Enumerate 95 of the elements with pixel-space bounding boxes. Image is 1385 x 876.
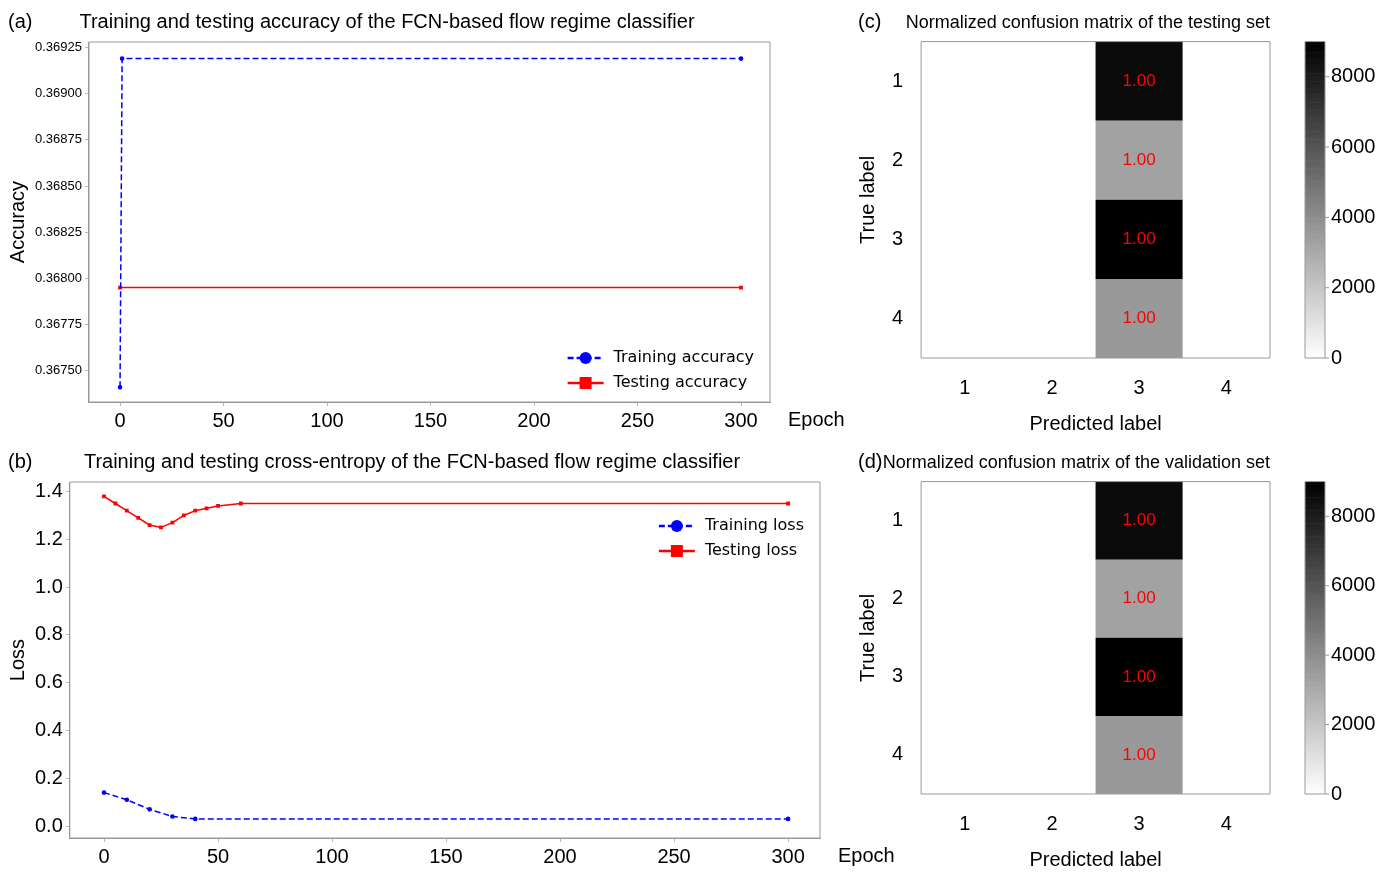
x-tick-label: 250 xyxy=(620,408,655,431)
x-tick-label: 4 xyxy=(1220,375,1232,398)
legend-label: Training loss xyxy=(703,515,804,535)
x-axis-title: Epoch xyxy=(838,843,895,866)
x-tick-label: 100 xyxy=(315,844,349,867)
color-bar-label: 0 xyxy=(1331,781,1343,804)
legend-label: Testing accuracy xyxy=(612,372,748,392)
x-tick-label: 200 xyxy=(543,844,577,867)
chart-title: Training and testing accuracy of the FCN-based flow regime classifier xyxy=(79,9,695,32)
y-tick-label: 3 xyxy=(892,664,904,687)
y-tick-label: 0.36900 xyxy=(34,85,82,101)
y-tick-label: 2 xyxy=(892,586,904,609)
annotation: 1.00 xyxy=(1122,70,1156,90)
point xyxy=(124,508,129,513)
color-bar-label: 8000 xyxy=(1331,64,1376,87)
x-tick-label: 200 xyxy=(517,408,551,431)
y-axis-title: True label xyxy=(855,155,878,244)
chart-title: Normalized confusion matrix of the testing set xyxy=(905,11,1270,32)
x-axis-title: Epoch xyxy=(788,407,845,430)
y-axis-title: Loss xyxy=(5,638,28,682)
annotation: 1.00 xyxy=(1122,510,1156,530)
x-tick-label: 1 xyxy=(959,811,971,834)
x-axis-title: Predicted label xyxy=(1029,411,1162,434)
x-tick-label: 50 xyxy=(212,408,235,431)
y-tick-label: 1.2 xyxy=(34,526,63,549)
x-tick-label: 150 xyxy=(429,844,463,867)
y-tick-label: 3 xyxy=(892,226,904,249)
y-tick-label: 0.36750 xyxy=(34,362,82,378)
color-bar-label: 4000 xyxy=(1331,204,1376,227)
x-tick-label: 3 xyxy=(1133,375,1145,398)
color-bar-label: 4000 xyxy=(1331,642,1376,665)
x-tick-label: 3 xyxy=(1133,811,1145,834)
x-axis-title: Predicted label xyxy=(1029,847,1162,870)
y-tick-label: 0.36925 xyxy=(34,39,82,55)
y-tick-label: 2 xyxy=(892,147,904,170)
y-axis-title: True label xyxy=(855,593,878,682)
y-tick-label: 0.6 xyxy=(34,670,63,693)
text: (d) xyxy=(858,449,883,472)
y-tick-label: 0.36775 xyxy=(34,316,82,332)
color-bar-label: 2000 xyxy=(1331,712,1376,735)
y-tick-label: 0.36825 xyxy=(34,223,82,239)
y-tick-label: 0.8 xyxy=(34,622,63,645)
text: (c) xyxy=(858,9,882,32)
x-tick-label: 300 xyxy=(724,408,758,431)
y-tick-label: 4 xyxy=(892,742,904,765)
y-tick-label: 1 xyxy=(892,68,904,91)
y-axis-title: Accuracy xyxy=(5,180,28,264)
annotation: 1.00 xyxy=(1122,308,1156,328)
color-bar-label: 2000 xyxy=(1331,275,1376,298)
y-tick-label: 0.2 xyxy=(34,765,63,788)
legend-label: Training accuracy xyxy=(612,347,754,367)
y-tick-label: 0.36875 xyxy=(34,131,82,147)
y-tick-label: 0.0 xyxy=(34,813,63,836)
legend-label: Testing loss xyxy=(703,540,798,560)
y-tick-label: 1.0 xyxy=(34,574,63,597)
y-tick-label: 0.36850 xyxy=(34,177,82,193)
y-tick-label: 0.4 xyxy=(34,718,63,740)
point xyxy=(204,506,209,511)
x-tick-label: 100 xyxy=(310,408,344,431)
y-tick-label: 1 xyxy=(892,508,904,531)
point xyxy=(147,523,152,527)
color-bar-label: 0 xyxy=(1331,345,1343,368)
annotation: 1.00 xyxy=(1122,666,1156,686)
color-bar-label: 8000 xyxy=(1331,503,1376,526)
x-tick-label: 250 xyxy=(657,844,691,867)
x-tick-label: 150 xyxy=(413,408,448,431)
y-tick-label: 0.36800 xyxy=(34,269,82,285)
y-tick-label: 1.4 xyxy=(34,479,63,502)
x-tick-label: 0 xyxy=(98,844,110,867)
point xyxy=(786,501,790,506)
text: (a) xyxy=(8,9,33,32)
point xyxy=(238,501,243,506)
x-tick-label: 1 xyxy=(959,375,971,398)
y-tick-label: 4 xyxy=(892,305,904,328)
point xyxy=(159,525,163,530)
annotation: 1.00 xyxy=(1122,229,1156,249)
x-tick-label: 0 xyxy=(114,408,126,431)
chart-title: Training and testing cross-entropy of the FCN-based flow regime classifier xyxy=(83,449,741,472)
point xyxy=(102,494,106,499)
text: (b) xyxy=(8,449,33,472)
x-tick-label: 4 xyxy=(1220,811,1232,834)
x-tick-label: 2 xyxy=(1046,375,1058,398)
annotation: 1.00 xyxy=(1122,744,1156,764)
point xyxy=(181,513,186,518)
annotation: 1.00 xyxy=(1122,588,1156,608)
x-tick-label: 300 xyxy=(771,844,805,867)
color-bar-label: 6000 xyxy=(1331,573,1376,596)
color-bar-label: 6000 xyxy=(1331,134,1376,157)
point xyxy=(136,515,141,520)
x-tick-label: 2 xyxy=(1046,811,1058,834)
annotation: 1.00 xyxy=(1122,149,1156,169)
point xyxy=(193,508,198,513)
x-tick-label: 50 xyxy=(206,844,230,867)
chart-title: Normalized confusion matrix of the validation set xyxy=(882,451,1270,472)
point xyxy=(216,504,220,508)
